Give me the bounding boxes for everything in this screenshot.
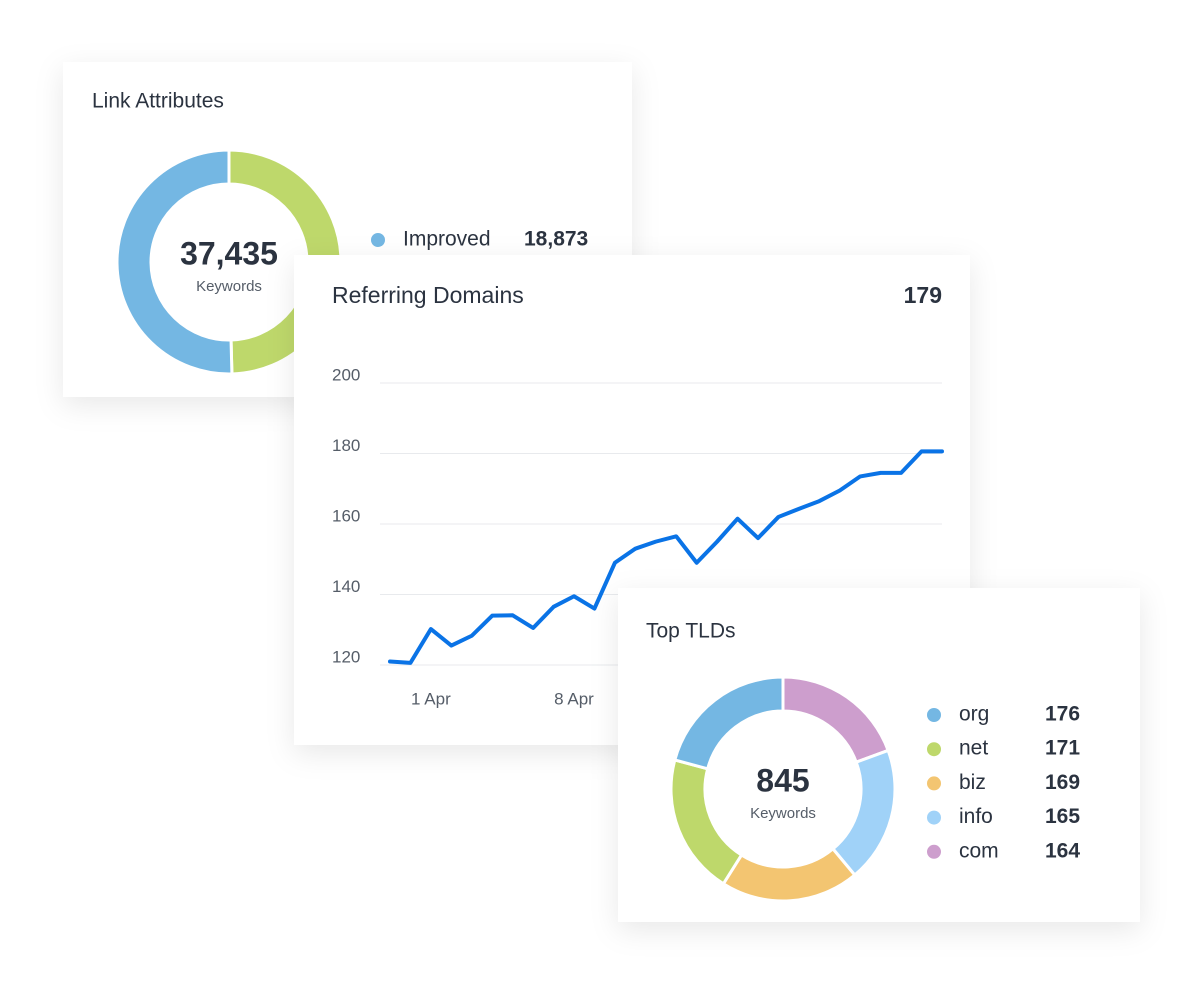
y-tick-label: 120 xyxy=(332,647,360,666)
y-tick-label: 140 xyxy=(332,577,360,596)
center-value: 37,435 xyxy=(180,235,278,271)
legend-value: 176 xyxy=(1045,703,1080,726)
card-title: Link Attributes xyxy=(92,90,224,113)
legend-value: 18,873 xyxy=(524,228,588,251)
legend-label: info xyxy=(959,805,993,828)
legend-label: biz xyxy=(959,771,986,794)
center-label: Keywords xyxy=(750,805,816,822)
legend-dot xyxy=(927,742,941,757)
card-title: Top TLDs xyxy=(646,620,736,643)
center-value: 845 xyxy=(756,762,809,798)
legend-dot xyxy=(927,776,941,791)
legend-label: org xyxy=(959,703,989,726)
donut-segment xyxy=(115,148,234,376)
legend-value: 171 xyxy=(1045,737,1080,760)
line xyxy=(388,449,944,665)
legend-dot xyxy=(927,810,941,825)
legend-dot xyxy=(927,844,941,859)
current-value: 179 xyxy=(904,282,942,308)
y-tick-label: 180 xyxy=(332,436,360,455)
legend-value: 169 xyxy=(1045,771,1080,794)
legend-label: Improved xyxy=(403,228,491,251)
y-tick-label: 160 xyxy=(332,506,360,525)
center-label: Keywords xyxy=(196,278,262,295)
x-tick-label: 8 Apr xyxy=(554,689,594,708)
donut-segment xyxy=(672,675,785,771)
legend-value: 165 xyxy=(1045,805,1080,828)
y-tick-label: 200 xyxy=(332,365,360,384)
legend-value: 164 xyxy=(1045,839,1080,862)
legend-dot xyxy=(371,233,385,247)
legend-label: net xyxy=(959,737,988,760)
card-top-tlds: Top TLDs 845 Keywords org 176 net 171 biz 169 in… xyxy=(618,588,1140,922)
x-tick-label: 1 Apr xyxy=(411,689,451,708)
card-title: Referring Domains xyxy=(332,282,524,308)
legend-label: com xyxy=(959,839,999,862)
legend-dot xyxy=(927,708,941,722)
